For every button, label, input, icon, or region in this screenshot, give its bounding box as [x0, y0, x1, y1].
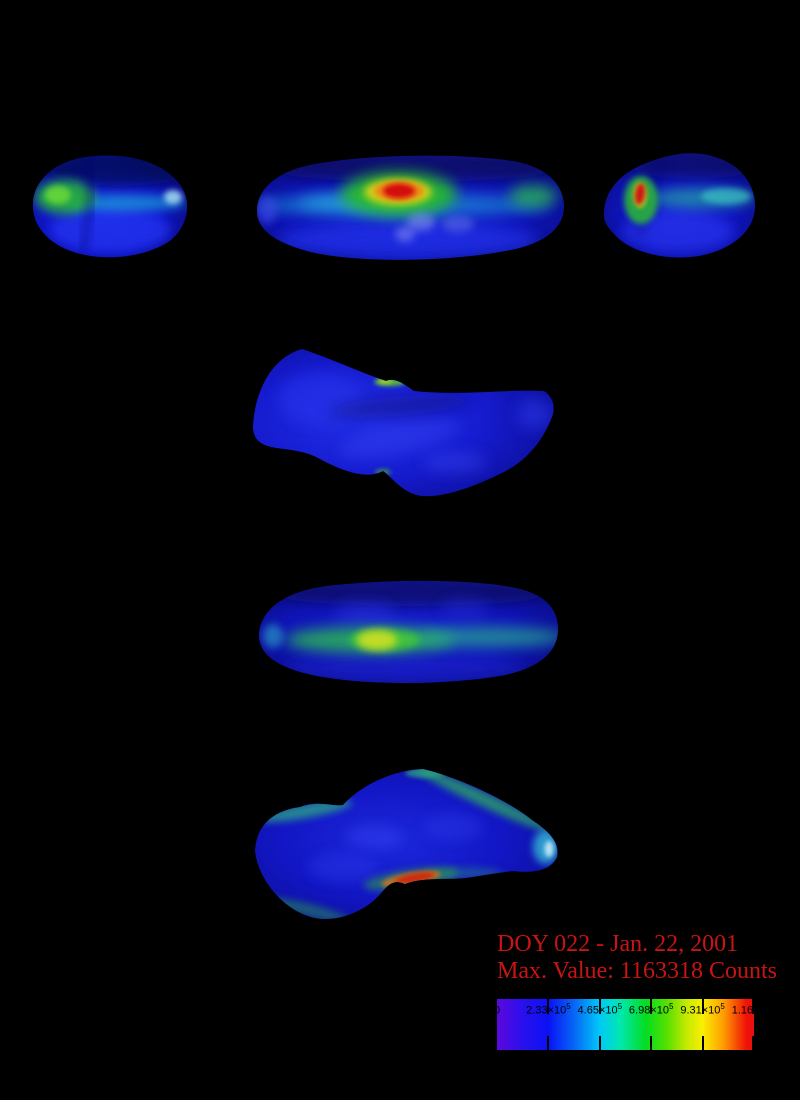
- asteroid-view-end-right: [603, 153, 756, 258]
- colorbar-tick-label: 2.33×105: [526, 1002, 571, 1017]
- colorbar-tick-label: 6.98×105: [628, 1002, 674, 1017]
- date-label: DOY 022 - Jan. 22, 2001: [497, 931, 739, 957]
- colorbar-tick-label: 0: [497, 1003, 500, 1017]
- colorbar-tick: [752, 999, 754, 1014]
- asteroid-view-oblique-2: [255, 769, 558, 920]
- colorbar-tick-label: 4.65×105: [577, 1002, 623, 1017]
- asteroid-view-side-2: [258, 580, 559, 684]
- colorbar-tick: [547, 999, 550, 1014]
- colorbar-tick: [650, 999, 653, 1014]
- colorbar-tick: [701, 1036, 704, 1050]
- colorbar-tick: [598, 1036, 601, 1050]
- colorbar-tick: [701, 999, 704, 1014]
- colorbar-tick-label: 9.31×105: [680, 1002, 725, 1017]
- colorbar-tick: [650, 1036, 653, 1050]
- asteroid-view-end-left: [32, 155, 188, 258]
- colorbar-tick: [547, 1036, 550, 1050]
- asteroid-view-side-long: [256, 155, 565, 260]
- max-value-label: Max. Value: 1163318 Counts: [497, 958, 777, 984]
- colorbar-tick: [752, 1036, 754, 1050]
- asteroid-view-oblique-1: [253, 349, 554, 497]
- colorbar-tick: [598, 999, 601, 1014]
- colorbar-tick-label: 1.16×106: [731, 1004, 754, 1017]
- colorbar: 0 2.33×105 4.65×105 6.98×105 9.31×105 1.…: [497, 999, 754, 1050]
- figure-caption: DOY 022 - Jan. 22, 2001 Max. Value: 1163…: [497, 931, 777, 985]
